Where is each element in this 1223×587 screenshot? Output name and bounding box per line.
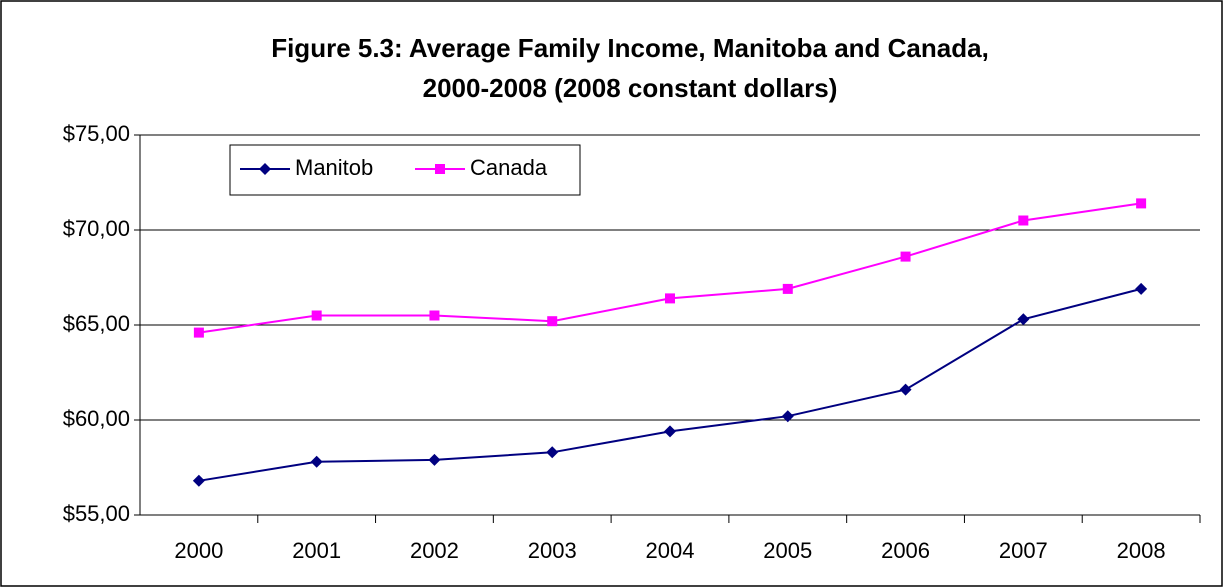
marker [546, 446, 559, 459]
marker [547, 316, 558, 327]
legend-label: Canada [470, 155, 548, 180]
chart-title: Figure 5.3: Average Family Income, Manit… [271, 33, 989, 63]
x-tick-label: 2005 [763, 538, 812, 563]
marker [310, 455, 323, 468]
marker [192, 474, 205, 487]
x-tick-label: 2004 [646, 538, 695, 563]
marker [665, 293, 675, 304]
marker [429, 310, 440, 321]
marker [311, 310, 322, 321]
marker [781, 410, 794, 423]
y-tick-label: $60,00 [63, 406, 130, 431]
x-tick-label: 2003 [528, 538, 577, 563]
x-tick-label: 2000 [174, 538, 223, 563]
chart-title: 2000-2008 (2008 constant dollars) [423, 73, 838, 103]
legend-label: Manitob [295, 155, 373, 180]
marker [428, 453, 441, 466]
marker [435, 164, 445, 174]
marker [664, 425, 676, 438]
marker [1018, 215, 1029, 226]
marker [193, 327, 204, 338]
marker [259, 163, 271, 175]
x-tick-label: 2001 [292, 538, 341, 563]
y-tick-label: $70,00 [63, 216, 130, 241]
x-tick-label: 2002 [410, 538, 459, 563]
marker [1136, 198, 1147, 209]
marker [899, 383, 912, 396]
x-tick-label: 2008 [1117, 538, 1166, 563]
y-tick-label: $75,00 [63, 121, 130, 146]
x-tick-label: 2006 [881, 538, 930, 563]
marker [782, 283, 793, 294]
marker [1135, 282, 1148, 295]
marker [900, 251, 911, 262]
marker [1017, 313, 1030, 326]
x-tick-label: 2007 [999, 538, 1048, 563]
y-tick-label: $65,00 [63, 311, 130, 336]
y-tick-label: $55,00 [63, 501, 130, 526]
